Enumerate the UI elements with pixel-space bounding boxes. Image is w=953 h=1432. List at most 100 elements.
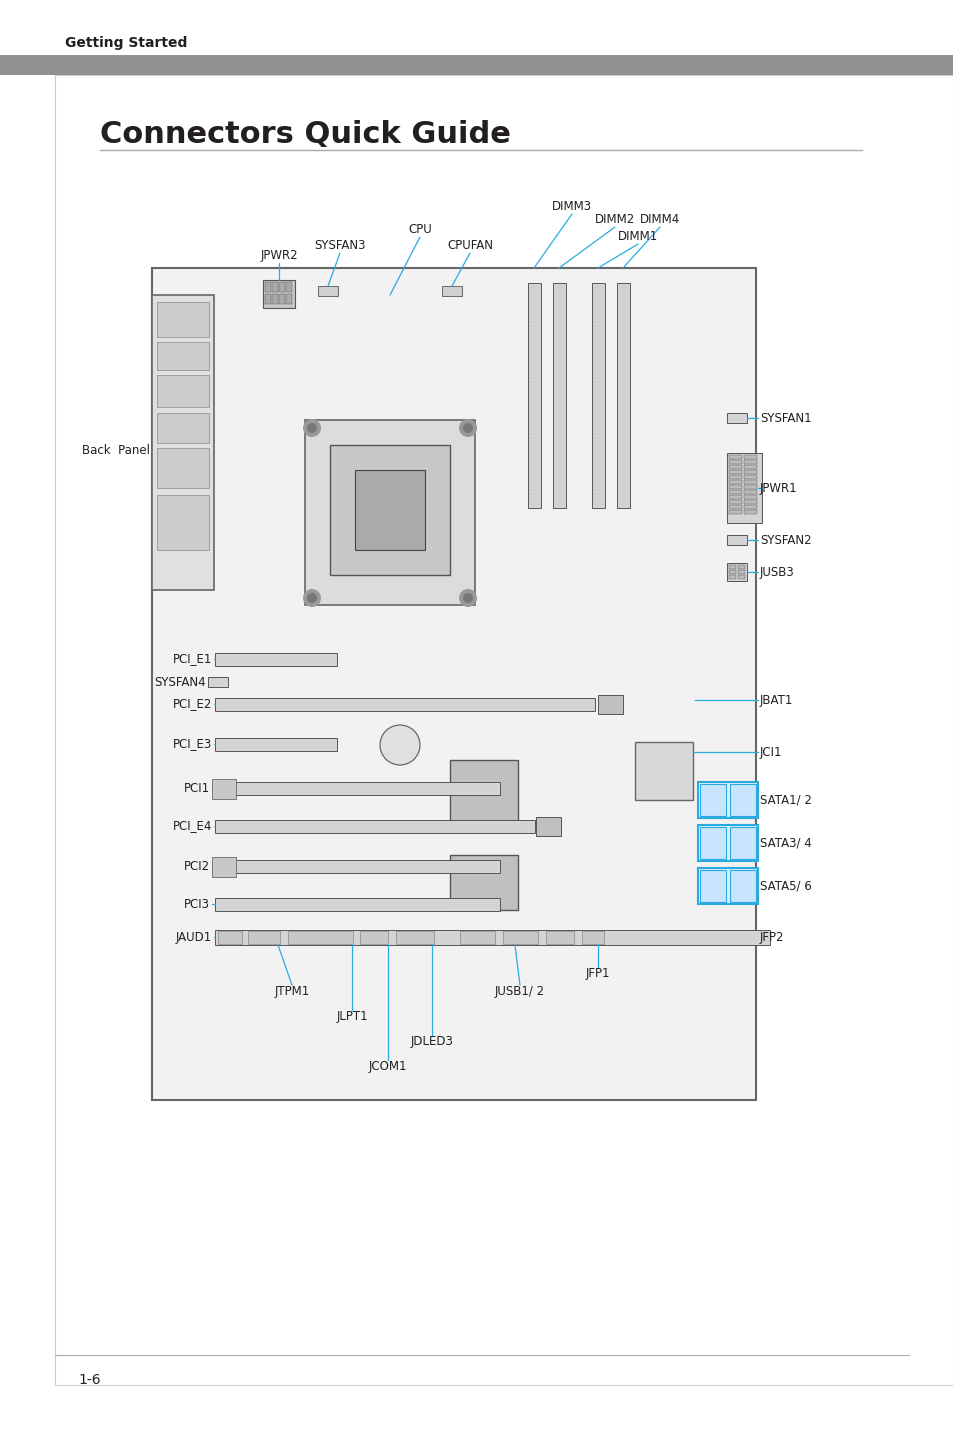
Bar	[214, 861, 499, 874]
Bar	[214, 697, 595, 712]
Text: JPWR1: JPWR1	[760, 481, 797, 494]
Bar	[698, 825, 758, 861]
Bar	[212, 856, 235, 876]
Bar	[698, 868, 758, 904]
Bar	[248, 931, 280, 944]
Bar	[698, 782, 758, 818]
Circle shape	[458, 420, 476, 437]
Text: JUSB3: JUSB3	[760, 566, 794, 579]
Text: PCI_E4: PCI_E4	[172, 819, 212, 832]
Text: JLPT1: JLPT1	[335, 1010, 368, 1022]
Bar	[214, 898, 499, 911]
Bar	[218, 931, 242, 944]
Text: JFP2: JFP2	[760, 931, 783, 944]
Text: JCOM1: JCOM1	[369, 1060, 407, 1073]
Bar	[729, 871, 755, 902]
Bar	[743, 510, 757, 514]
Bar	[743, 465, 757, 470]
Circle shape	[307, 593, 316, 603]
Bar	[0, 54, 953, 74]
Bar	[728, 510, 741, 514]
Text: CPU: CPU	[408, 223, 432, 236]
Bar	[728, 570, 735, 574]
Bar	[502, 931, 537, 944]
Bar	[157, 302, 209, 337]
Circle shape	[458, 589, 476, 607]
Text: JTPM1: JTPM1	[274, 985, 310, 998]
Text: Getting Started: Getting Started	[65, 36, 187, 50]
Bar	[286, 294, 292, 304]
Bar	[728, 500, 741, 504]
Bar	[598, 695, 622, 715]
Bar	[700, 828, 725, 859]
Bar	[743, 475, 757, 478]
Text: DIMM1: DIMM1	[618, 231, 658, 243]
Bar	[208, 677, 228, 687]
Bar	[743, 480, 757, 484]
Bar	[738, 570, 744, 574]
Text: SYSFAN1: SYSFAN1	[760, 411, 811, 424]
Circle shape	[462, 593, 473, 603]
Bar	[441, 286, 461, 296]
Bar	[743, 470, 757, 474]
Bar	[527, 284, 540, 508]
Bar	[728, 485, 741, 488]
Bar	[617, 284, 629, 508]
Bar	[157, 375, 209, 407]
Text: PCI_E1: PCI_E1	[172, 653, 212, 666]
Bar	[726, 536, 746, 546]
Bar	[728, 566, 735, 569]
Bar	[157, 412, 209, 442]
Text: JFP1: JFP1	[585, 967, 610, 979]
Text: PCI_E3: PCI_E3	[172, 737, 212, 750]
Bar	[214, 737, 336, 750]
Bar	[288, 931, 353, 944]
Bar	[214, 929, 769, 945]
Bar	[728, 490, 741, 494]
Bar	[272, 294, 277, 304]
Bar	[459, 931, 495, 944]
Bar	[212, 779, 235, 799]
Bar	[553, 284, 565, 508]
Text: SYSFAN3: SYSFAN3	[314, 239, 365, 252]
Bar	[265, 282, 271, 292]
Bar	[743, 505, 757, 508]
Bar	[728, 495, 741, 498]
Bar	[152, 295, 213, 590]
Bar	[635, 742, 692, 800]
Bar	[728, 475, 741, 478]
Bar	[729, 783, 755, 816]
Bar	[738, 576, 744, 579]
Bar	[728, 455, 741, 460]
Bar	[743, 495, 757, 498]
Bar	[157, 448, 209, 488]
Bar	[536, 818, 560, 836]
Text: PCI1: PCI1	[184, 782, 210, 795]
Bar	[743, 455, 757, 460]
Text: SATA3/ 4: SATA3/ 4	[760, 836, 811, 849]
Text: SATA1/ 2: SATA1/ 2	[760, 793, 811, 806]
Circle shape	[462, 422, 473, 432]
Bar	[330, 445, 450, 576]
Bar	[729, 828, 755, 859]
Bar	[450, 855, 517, 909]
Bar	[545, 931, 574, 944]
Bar	[700, 871, 725, 902]
Bar	[355, 470, 424, 550]
Bar	[728, 505, 741, 508]
Bar	[265, 294, 271, 304]
Bar	[214, 821, 535, 833]
Text: Connectors Quick Guide: Connectors Quick Guide	[100, 120, 511, 149]
Text: SYSFAN2: SYSFAN2	[760, 534, 811, 547]
Circle shape	[379, 725, 419, 765]
Text: 1-6: 1-6	[78, 1373, 100, 1388]
Bar	[278, 294, 285, 304]
Text: DIMM3: DIMM3	[552, 200, 592, 213]
Bar	[728, 460, 741, 464]
Text: PCI2: PCI2	[184, 859, 210, 872]
Text: PCI_E2: PCI_E2	[172, 697, 212, 710]
Bar	[743, 485, 757, 488]
Bar	[214, 653, 336, 666]
Bar	[738, 566, 744, 569]
Text: DIMM4: DIMM4	[639, 213, 679, 226]
